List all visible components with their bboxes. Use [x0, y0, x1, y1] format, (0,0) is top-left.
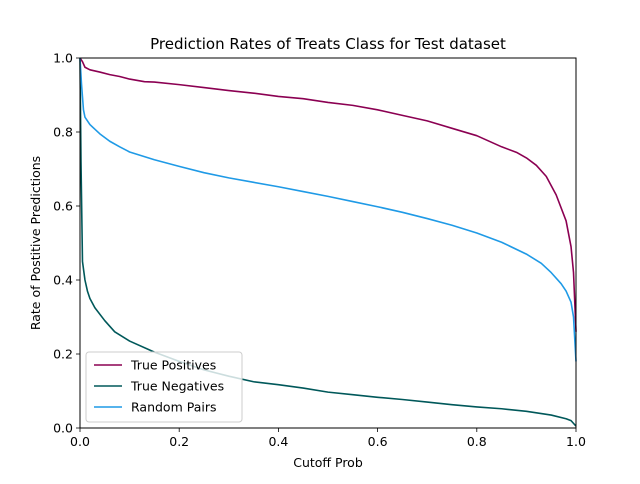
- y-tick-label: 1.0: [53, 51, 73, 66]
- x-tick-label: 0.8: [467, 434, 487, 449]
- x-tick-label: 1.0: [566, 434, 586, 449]
- legend-entry-label: True Positives: [130, 358, 216, 373]
- series-line-true-negatives: [79, 57, 577, 427]
- chart-title: Prediction Rates of Treats Class for Tes…: [150, 35, 506, 53]
- y-tick-label: 0.2: [53, 347, 73, 362]
- x-axis-label: Cutoff Prob: [293, 455, 363, 470]
- x-tick-label: 0.2: [169, 434, 189, 449]
- x-tick-label: 0.4: [268, 434, 288, 449]
- x-tick-label: 0.0: [70, 434, 90, 449]
- x-axis-ticks: 0.0 0.2 0.4 0.6 0.8 1.0: [70, 428, 586, 449]
- y-axis-ticks: 0.0 0.2 0.4 0.6 0.8 1.0: [53, 51, 80, 436]
- x-tick-label: 0.6: [368, 434, 388, 449]
- y-tick-label: 0.4: [53, 273, 73, 288]
- y-tick-label: 0.8: [53, 125, 73, 140]
- series-line-true-positives: [79, 57, 577, 332]
- legend-box: [85, 351, 243, 423]
- y-axis-label: Rate of Postitive Predictions: [28, 156, 43, 330]
- legend: True Positives True Negatives Random Pairs: [85, 351, 243, 423]
- plot-frame: [79, 57, 577, 429]
- legend-entry-label: Random Pairs: [131, 400, 217, 415]
- plot-series: [79, 57, 577, 427]
- legend-entry-label: True Negatives: [130, 379, 224, 394]
- series-line-random-pairs: [79, 57, 577, 362]
- y-tick-label: 0.0: [53, 421, 73, 436]
- y-tick-label: 0.6: [53, 199, 73, 214]
